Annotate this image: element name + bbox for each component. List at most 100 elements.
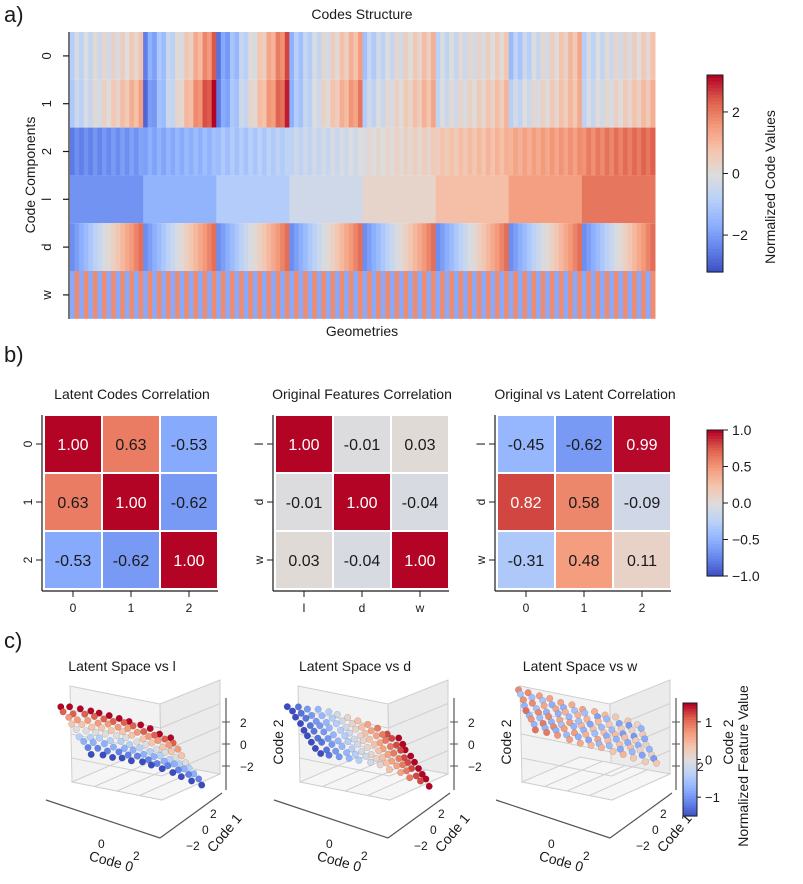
codes-cell [184,175,190,224]
codes-colorbar-segment [707,196,723,201]
codes-cell [641,223,647,271]
scatter-point [586,720,594,728]
codes-cell [385,79,391,128]
codes-cell [559,79,565,128]
correlation-colorbar-segment [707,459,723,463]
feature-colorbar-segment [683,745,697,749]
codes-cell [453,127,459,176]
correlation-colorbar-segment [707,564,723,568]
scatter-point [407,752,415,760]
scatter-point [137,721,145,729]
codes-cell [618,271,624,319]
codes-cell [504,32,510,80]
codes-colorbar-segment [707,107,723,112]
codes-cell [563,127,569,176]
codes-cell [211,223,217,271]
codes-colorbar-tick-label: 0 [732,166,740,182]
orig-latent-corr-value-label: 0.48 [568,553,599,570]
correlation-colorbar-segment [707,456,723,460]
codes-cell [408,32,414,80]
feature-colorbar-segment [683,739,697,744]
codes-cell [431,223,437,271]
codes-cell [453,271,459,319]
codes-cell [485,223,491,271]
codes-cell [289,175,295,224]
scatter-point [332,720,340,728]
orig-latent-corr-xtick-label: 2 [639,601,646,615]
codes-cell [239,175,245,224]
scatter-point [616,745,624,753]
scatter-point [543,729,551,737]
codes-cell [389,271,395,319]
codes-cell [421,223,427,271]
codes-colorbar-label: Normalized Code Values [762,110,778,264]
codes-cell [623,32,629,80]
codes-colorbar-segment [707,268,723,273]
codes-cell [504,175,510,224]
scatter-point [412,772,420,780]
scatter-point [628,748,636,756]
codes-cell [252,175,258,224]
scatter-point [109,743,117,751]
codes-colorbar-segment [707,212,723,217]
feature-colorbar-tick-label: 0 [705,753,712,768]
codes-cell [239,79,245,128]
scatter-point [294,703,302,711]
codes-cell [339,223,345,271]
scatter-point [94,744,102,752]
codes-cell [303,271,309,319]
codes-cell [563,175,569,224]
codes-cell [202,271,208,319]
scatter-point [66,703,74,711]
codes-cell [508,223,514,271]
codes-colorbar-segment [707,78,723,83]
codes-cell [645,175,651,224]
codes-cell [120,79,126,128]
codes-cell [581,79,587,128]
ytick-label: 0 [202,823,209,837]
codes-cell [632,271,638,319]
feature-colorbar-segment [683,784,697,789]
codes-cell [403,79,409,128]
scatter-point [574,711,582,719]
scatter-point [406,774,414,782]
scatter-point [337,726,345,734]
codes-cell [572,127,578,176]
codes-cell [485,271,491,319]
codes-cell [147,32,153,80]
scatter-point [177,773,185,781]
codes-cell [595,32,601,80]
codes-cell [554,175,560,224]
codes-cell [106,175,112,224]
scatter-point [548,701,556,709]
orig-latent-corr-cell [612,530,672,590]
codes-cell [239,32,245,80]
codes-cell [531,271,537,319]
codes-cell [613,271,619,319]
codes-cell [83,175,89,224]
codes-cell [101,32,108,80]
orig-latent-corr-ytick-label: w [474,555,488,565]
codes-cell [179,223,185,271]
scatter-point [329,731,337,739]
scatter-point [87,707,95,715]
scatter-point [160,757,168,765]
scatter-point [576,739,584,747]
codes-cell [549,271,555,319]
codes-cell [458,271,464,319]
codes-colorbar-segment [707,193,723,198]
codes-cell [389,223,395,271]
codes-cell [92,175,98,224]
orig-latent-corr-cell [612,472,672,532]
feature-colorbar-segment [683,765,697,769]
scatter-point [403,767,411,775]
scatter-point [566,736,574,744]
codes-cell [467,127,473,176]
codes-cell [517,175,523,224]
scatter-point [133,752,141,760]
codes-cell [225,79,231,128]
codes-cell [499,175,505,224]
scatter-point [598,744,606,752]
codes-cell [143,223,149,271]
